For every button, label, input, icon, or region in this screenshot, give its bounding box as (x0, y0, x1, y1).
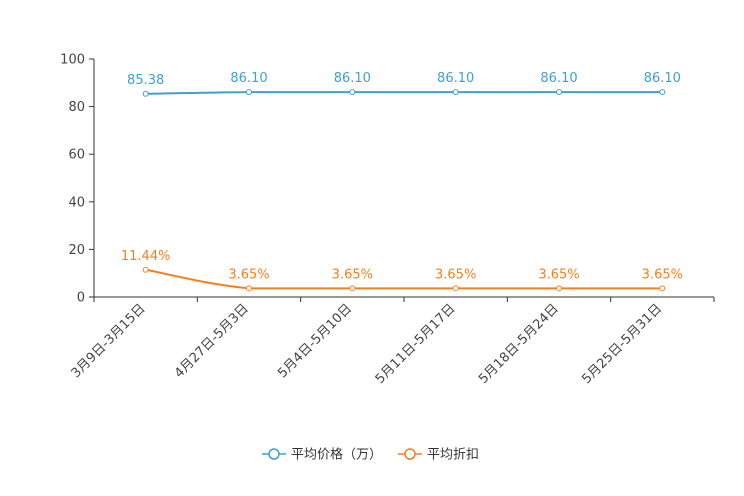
data-point[interactable] (142, 266, 149, 273)
data-point[interactable] (556, 89, 562, 96)
series-1: 85.38 86.10 86.10 86.10 86.10 86.10 (127, 71, 681, 97)
series-2: 11.44% 3.65% 3.65% 3.65% 3.65% 3.65% (121, 249, 683, 292)
x-tick-label: 5月18日-5月24日 (476, 301, 562, 387)
data-label: 86.10 (540, 71, 577, 86)
legend-marker-icon (268, 448, 280, 460)
data-point[interactable] (452, 285, 459, 292)
x-tick-label: 5月11日-5月17日 (373, 301, 459, 387)
legend-item-1[interactable]: 平均价格（万） (262, 447, 382, 463)
y-tick-label: 20 (68, 243, 85, 258)
data-point[interactable] (246, 89, 252, 96)
data-label: 3.65% (332, 267, 373, 282)
data-point[interactable] (659, 89, 666, 96)
legend-marker-icon (404, 448, 416, 460)
legend-item-2[interactable]: 平均折扣 (398, 448, 479, 463)
data-point[interactable] (556, 285, 562, 292)
x-tick-label: 5月25日-5月31日 (579, 301, 665, 387)
data-label: 86.10 (334, 71, 371, 86)
data-point[interactable] (659, 285, 666, 292)
x-tick-label: 5月4日-5月10日 (275, 301, 355, 381)
data-label: 3.65% (435, 267, 476, 282)
y-tick-label: 100 (60, 53, 85, 68)
legend[interactable]: 平均价格（万） 平均折扣 (262, 447, 479, 463)
axes: 0 20 40 60 80 100 3月9日-3月15日 4月27日-5月3日 5月4日-5月1… (60, 53, 715, 387)
data-label: 3.65% (538, 267, 579, 282)
y-tick-label: 60 (68, 148, 85, 163)
series-line (145, 91, 663, 95)
data-label: 86.10 (644, 71, 681, 86)
legend-label: 平均折扣 (427, 448, 479, 463)
y-tick-label: 40 (68, 195, 85, 210)
data-point[interactable] (142, 90, 149, 97)
data-label: 3.65% (228, 267, 269, 282)
data-label: 86.10 (230, 71, 267, 86)
y-tick-label: 0 (77, 291, 85, 306)
legend-label: 平均价格（万） (291, 447, 382, 463)
data-point[interactable] (349, 285, 356, 292)
x-tick-label: 3月9日-3月15日 (69, 301, 149, 381)
data-label: 11.44% (121, 249, 171, 264)
data-label: 86.10 (437, 71, 474, 86)
data-point[interactable] (246, 285, 252, 292)
data-label: 3.65% (642, 267, 683, 282)
y-tick-label: 80 (68, 100, 85, 115)
series-line (145, 268, 663, 290)
data-point[interactable] (349, 89, 356, 96)
x-tick-label: 4月27日-5月3日 (172, 301, 252, 381)
data-point[interactable] (452, 89, 459, 96)
series-layer: 85.38 86.10 86.10 86.10 86.10 86.10 11.44% 3.65… (121, 71, 683, 292)
data-label: 85.38 (127, 73, 164, 88)
